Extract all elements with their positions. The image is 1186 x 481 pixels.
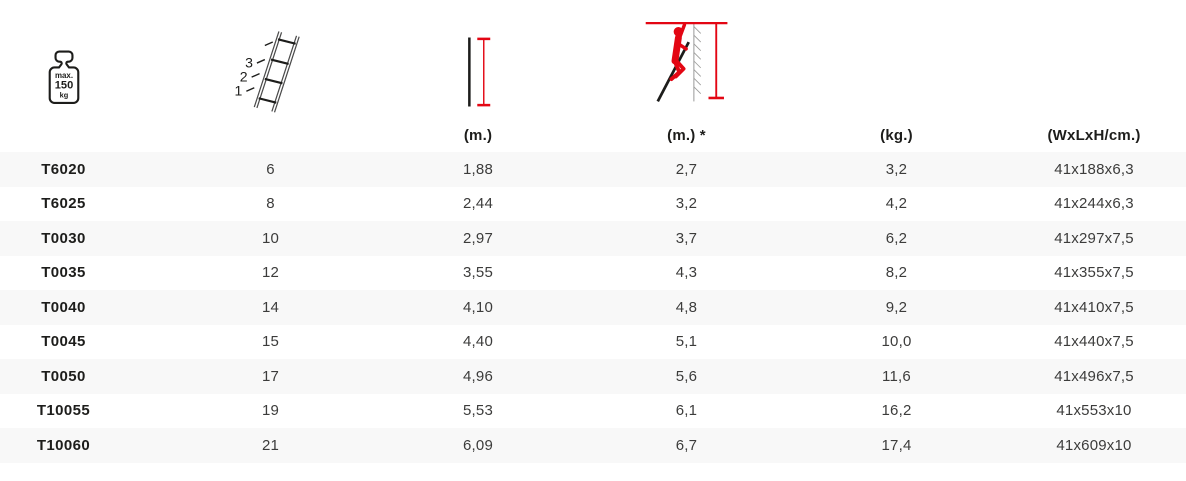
cell-dimensions: 41x410x7,5 — [1054, 298, 1134, 316]
cell-working-height: 6,1 — [675, 402, 698, 420]
cell-model: T0040 — [41, 298, 86, 316]
unit-label-rungs — [167, 118, 374, 152]
cell-working-height: 5,6 — [675, 367, 698, 385]
rung-label-2: 2 — [239, 69, 247, 85]
col-header-working-height — [582, 0, 791, 118]
ladder-length-icon — [458, 36, 498, 108]
cell-weight: 9,2 — [885, 298, 908, 316]
max-load-weight-icon: max. 150 kg — [47, 50, 81, 105]
cell-rungs: 6 — [266, 160, 275, 178]
table-row: T0050 17 4,96 5,6 11,6 41x496x7,5 — [0, 359, 1186, 394]
cell-model: T10060 — [36, 436, 91, 454]
max-load-text-line1: max. — [54, 71, 72, 80]
working-height-icon — [644, 12, 730, 110]
cell-length: 5,53 — [463, 402, 493, 420]
unit-label-length: (m.) — [463, 126, 493, 144]
cell-length: 1,88 — [463, 160, 493, 178]
cell-working-height: 4,3 — [675, 264, 698, 282]
cell-dimensions: 41x553x10 — [1056, 402, 1132, 420]
table-icon-header: max. 150 kg — [0, 0, 1186, 118]
cell-length: 4,10 — [463, 298, 493, 316]
table-row: T0045 15 4,40 5,1 10,0 41x440x7,5 — [0, 324, 1186, 359]
cell-model: T0035 — [41, 264, 86, 282]
cell-working-height: 3,7 — [675, 229, 698, 247]
cell-dimensions: 41x297x7,5 — [1054, 229, 1134, 247]
cell-weight: 17,4 — [881, 436, 912, 454]
cell-length: 4,40 — [463, 333, 493, 351]
cell-working-height: 6,7 — [675, 436, 698, 454]
cell-weight: 11,6 — [882, 367, 911, 385]
table-row: T0035 12 3,55 4,3 8,2 41x355x7,5 — [0, 255, 1186, 290]
cell-rungs: 12 — [261, 264, 280, 282]
cell-model: T0045 — [41, 333, 86, 351]
cell-working-height: 5,1 — [675, 333, 698, 351]
cell-model: T10055 — [36, 402, 91, 420]
cell-rungs: 10 — [261, 229, 280, 247]
cell-weight: 16,2 — [881, 402, 912, 420]
col-header-rungs: 3 2 1 — [167, 0, 374, 118]
cell-weight: 6,2 — [885, 229, 908, 247]
max-load-text-line3: kg — [59, 91, 68, 100]
unit-label-weight: (kg.) — [880, 126, 913, 144]
col-header-dimensions — [1002, 0, 1186, 118]
cell-rungs: 19 — [261, 402, 280, 420]
cell-length: 3,55 — [463, 264, 493, 282]
cell-rungs: 8 — [266, 195, 275, 213]
rung-label-1: 1 — [234, 83, 242, 99]
table-row: T10060 21 6,09 6,7 17,4 41x609x10 — [0, 428, 1186, 463]
unit-label-dimensions: (WxLxH/cm.) — [1047, 126, 1141, 144]
col-header-length — [374, 0, 582, 118]
cell-model: T6025 — [41, 195, 86, 213]
cell-dimensions: 41x355x7,5 — [1054, 264, 1134, 282]
cell-weight: 8,2 — [885, 264, 908, 282]
cell-dimensions: 41x188x6,3 — [1054, 160, 1134, 178]
cell-model: T6020 — [41, 160, 86, 178]
unit-label-model — [0, 118, 167, 152]
ladder-rungs-icon: 3 2 1 — [231, 27, 311, 115]
cell-rungs: 17 — [261, 367, 280, 385]
table-row: T0040 14 4,10 4,8 9,2 41x410x7,5 — [0, 290, 1186, 325]
cell-working-height: 2,7 — [675, 160, 698, 178]
table-row: T6020 6 1,88 2,7 3,2 41x188x6,3 — [0, 152, 1186, 187]
cell-dimensions: 41x244x6,3 — [1054, 195, 1134, 213]
table-row: T6025 8 2,44 3,2 4,2 41x244x6,3 — [0, 186, 1186, 221]
unit-label-working-height: (m.) * — [667, 126, 706, 144]
cell-weight: 4,2 — [885, 195, 908, 213]
table-row: T10055 19 5,53 6,1 16,2 41x553x10 — [0, 393, 1186, 428]
cell-model: T0030 — [41, 229, 86, 247]
cell-rungs: 21 — [261, 436, 280, 454]
cell-model: T0050 — [41, 367, 86, 385]
cell-working-height: 4,8 — [675, 298, 698, 316]
max-load-text-line2: 150 — [54, 80, 73, 92]
cell-working-height: 3,2 — [675, 195, 698, 213]
cell-rungs: 15 — [261, 333, 280, 351]
rung-label-3: 3 — [245, 54, 253, 70]
cell-length: 6,09 — [463, 436, 493, 454]
cell-rungs: 14 — [261, 298, 280, 316]
cell-length: 2,97 — [463, 229, 493, 247]
col-header-weight — [791, 0, 1002, 118]
cell-dimensions: 41x609x10 — [1056, 436, 1132, 454]
table-row: T0030 10 2,97 3,7 6,2 41x297x7,5 — [0, 221, 1186, 256]
cell-length: 4,96 — [463, 367, 493, 385]
cell-length: 2,44 — [463, 195, 493, 213]
cell-weight: 3,2 — [885, 160, 908, 178]
cell-dimensions: 41x440x7,5 — [1054, 333, 1134, 351]
col-header-model: max. 150 kg — [0, 0, 147, 118]
cell-dimensions: 41x496x7,5 — [1054, 367, 1134, 385]
table-unit-header: (m.) (m.) * (kg.) (WxLxH/cm.) — [0, 118, 1186, 152]
cell-weight: 10,0 — [881, 333, 912, 351]
